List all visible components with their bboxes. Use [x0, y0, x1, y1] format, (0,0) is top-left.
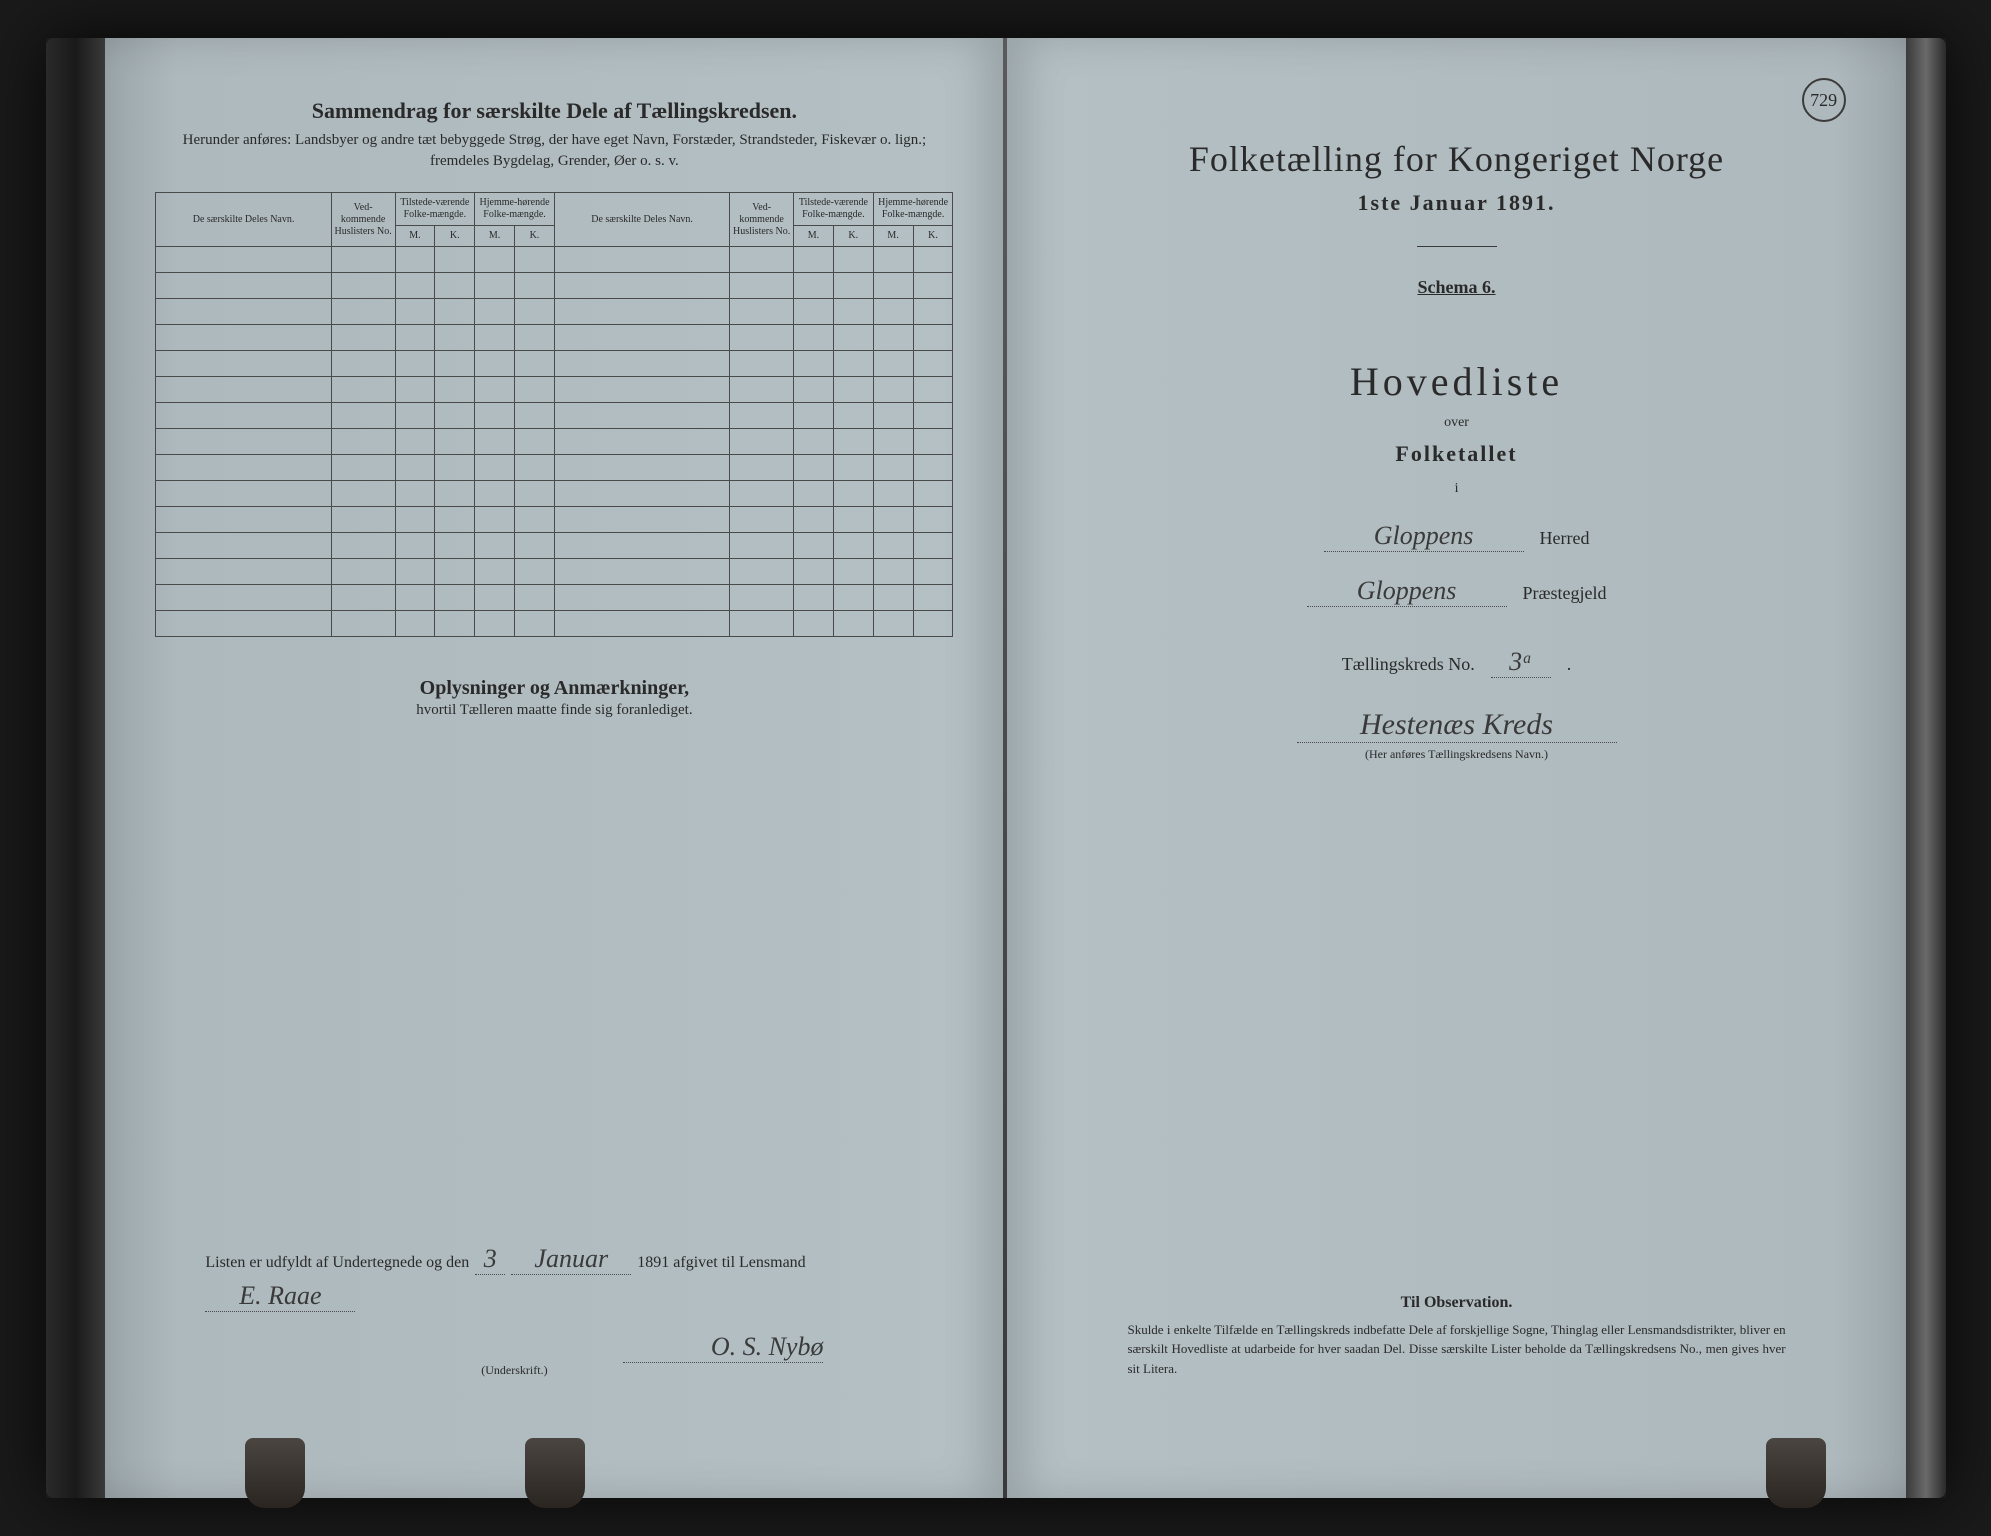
- left-header-title: Sammendrag for særskilte Dele af Tælling…: [155, 98, 953, 124]
- table-row: [156, 299, 953, 325]
- clip-left-2: [525, 1438, 585, 1508]
- th-tilstede-2: Tilstede-værende Folke-mængde.: [794, 193, 874, 226]
- page-left: Sammendrag for særskilte Dele af Tælling…: [105, 38, 1003, 1498]
- kreds-name-value: Hestenæs Kreds: [1297, 708, 1617, 743]
- prestegjeld-line: Gloppens Præstegjeld: [1057, 576, 1855, 607]
- observation-body: Skulde i enkelte Tilfælde en Tællingskre…: [1127, 1320, 1785, 1379]
- th-k: K.: [435, 226, 475, 247]
- th-k: K.: [515, 226, 555, 247]
- observation-title: Til Observation.: [1127, 1294, 1785, 1312]
- table-row: [156, 325, 953, 351]
- table-row: [156, 611, 953, 637]
- herred-line: Gloppens Herred: [1057, 521, 1855, 552]
- th-hjemme-2: Hjemme-hørende Folke-mængde.: [873, 193, 953, 226]
- folketallet-label: Folketallet: [1057, 441, 1855, 467]
- table-row: [156, 247, 953, 273]
- table-row: [156, 351, 953, 377]
- table-row: [156, 481, 953, 507]
- footer-year: 1891 afgivet til Lensmand: [637, 1254, 805, 1272]
- footer-month: Januar: [511, 1244, 631, 1275]
- footer-signature: Listen er udfyldt af Undertegnede og den…: [205, 1244, 923, 1378]
- th-hjemme-1: Hjemme-hørende Folke-mængde.: [475, 193, 555, 226]
- kreds-no-value: 3ᵃ: [1491, 647, 1551, 678]
- i-label: i: [1057, 481, 1855, 497]
- th-huslisters-1: Ved-kommende Huslisters No.: [331, 193, 395, 247]
- summary-table: De særskilte Deles Navn. Ved-kommende Hu…: [155, 192, 953, 637]
- th-name-1: De særskilte Deles Navn.: [156, 193, 331, 247]
- divider-1: [1417, 246, 1497, 247]
- table-row: [156, 429, 953, 455]
- herred-value: Gloppens: [1324, 521, 1524, 552]
- schema-label: Schema 6.: [1057, 277, 1855, 298]
- title-date: 1ste Januar 1891.: [1057, 190, 1855, 216]
- table-row: [156, 273, 953, 299]
- page-right: 729 Folketælling for Kongeriget Norge 1s…: [1007, 38, 1905, 1498]
- kreds-no-line: Tællingskreds No. 3ᵃ .: [1057, 647, 1855, 678]
- herred-label: Herred: [1540, 528, 1590, 549]
- th-huslisters-2: Ved-kommende Huslisters No.: [730, 193, 794, 247]
- th-name-2: De særskilte Deles Navn.: [554, 193, 729, 247]
- table-row: [156, 585, 953, 611]
- kreds-name-line: Hestenæs Kreds: [1057, 708, 1855, 743]
- th-k: K.: [833, 226, 873, 247]
- table-row: [156, 559, 953, 585]
- footer-prefix: Listen er udfyldt af Undertegnede og den: [205, 1254, 469, 1272]
- th-k: K.: [913, 226, 953, 247]
- th-m: M.: [794, 226, 834, 247]
- observation-section: Til Observation. Skulde i enkelte Tilfæl…: [1127, 1294, 1785, 1379]
- th-m: M.: [873, 226, 913, 247]
- title-main: Folketælling for Kongeriget Norge: [1057, 138, 1855, 180]
- remarks-sub: hvortil Tælleren maatte finde sig foranl…: [155, 702, 953, 719]
- over-label: over: [1057, 415, 1855, 431]
- clip-right: [1766, 1438, 1826, 1508]
- hovedliste-title: Hovedliste: [1057, 358, 1855, 405]
- kreds-no-label: Tællingskreds No.: [1342, 654, 1475, 675]
- table-row: [156, 507, 953, 533]
- table-body: [156, 247, 953, 637]
- table-row: [156, 533, 953, 559]
- left-header-sub: Herunder anføres: Landsbyer og andre tæt…: [155, 130, 953, 172]
- book-spread: Sammendrag for særskilte Dele af Tælling…: [46, 38, 1946, 1498]
- clip-left-1: [245, 1438, 305, 1508]
- prestegjeld-value: Gloppens: [1307, 576, 1507, 607]
- signature-caption: (Underskrift.): [205, 1363, 823, 1378]
- remarks-title: Oplysninger og Anmærkninger,: [155, 677, 953, 700]
- table-row: [156, 455, 953, 481]
- edge-right: [1906, 38, 1946, 1498]
- table-row: [156, 403, 953, 429]
- th-m: M.: [395, 226, 435, 247]
- footer-day: 3: [475, 1244, 505, 1275]
- th-m: M.: [475, 226, 515, 247]
- kreds-caption: (Her anføres Tællingskredsens Navn.): [1057, 747, 1855, 762]
- th-tilstede-1: Tilstede-værende Folke-mængde.: [395, 193, 475, 226]
- table-row: [156, 377, 953, 403]
- binding-left: [46, 38, 106, 1498]
- page-number: 729: [1802, 78, 1846, 122]
- signature-2: O. S. Nybø: [623, 1332, 823, 1363]
- prestegjeld-label: Præstegjeld: [1523, 583, 1607, 604]
- signature-1: E. Raae: [205, 1281, 355, 1312]
- remarks-section: Oplysninger og Anmærkninger, hvortil Tæl…: [155, 677, 953, 719]
